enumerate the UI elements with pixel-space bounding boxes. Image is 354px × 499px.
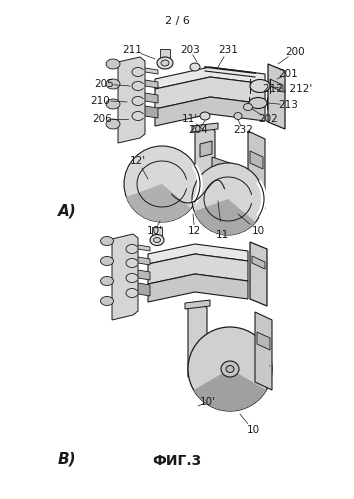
Polygon shape (155, 67, 265, 89)
Polygon shape (270, 79, 283, 92)
Wedge shape (194, 199, 256, 235)
Ellipse shape (250, 79, 270, 92)
Text: 204: 204 (188, 125, 208, 135)
Text: ФИГ.3: ФИГ.3 (152, 454, 202, 468)
Polygon shape (188, 303, 207, 377)
Ellipse shape (244, 103, 252, 110)
Ellipse shape (101, 296, 114, 305)
Polygon shape (118, 57, 145, 143)
Polygon shape (248, 131, 265, 209)
Text: 231: 231 (218, 45, 238, 55)
Text: 10: 10 (246, 425, 259, 435)
Text: 205: 205 (94, 79, 114, 89)
Text: 10: 10 (251, 226, 264, 236)
Polygon shape (155, 77, 265, 109)
Ellipse shape (200, 112, 210, 120)
Polygon shape (130, 93, 158, 104)
Polygon shape (250, 242, 267, 306)
Ellipse shape (249, 97, 267, 108)
Ellipse shape (106, 99, 120, 109)
Polygon shape (192, 123, 218, 132)
Text: 2 / 6: 2 / 6 (165, 16, 189, 26)
Text: 11': 11' (182, 114, 198, 124)
Text: 232: 232 (233, 125, 253, 135)
Ellipse shape (161, 60, 169, 66)
Polygon shape (148, 274, 248, 302)
Text: 201: 201 (278, 69, 298, 79)
Circle shape (188, 327, 272, 411)
Text: 10': 10' (147, 226, 163, 236)
Text: 200: 200 (285, 47, 305, 57)
Polygon shape (252, 256, 265, 269)
Text: 211: 211 (122, 45, 142, 55)
Ellipse shape (106, 119, 120, 129)
Polygon shape (130, 80, 158, 89)
Ellipse shape (101, 276, 114, 285)
Text: 12: 12 (187, 226, 201, 236)
Polygon shape (205, 336, 245, 359)
Polygon shape (152, 227, 162, 240)
Polygon shape (130, 68, 158, 75)
Polygon shape (200, 141, 212, 157)
Polygon shape (195, 126, 215, 205)
Text: 202: 202 (258, 114, 278, 124)
Polygon shape (130, 106, 158, 119)
Ellipse shape (106, 79, 120, 89)
Circle shape (124, 146, 200, 222)
Polygon shape (160, 49, 170, 63)
Wedge shape (194, 369, 266, 411)
Polygon shape (148, 244, 248, 264)
Ellipse shape (154, 238, 160, 243)
Polygon shape (268, 64, 285, 129)
Ellipse shape (157, 57, 173, 69)
Text: А): А) (58, 204, 77, 219)
Polygon shape (250, 151, 263, 169)
Text: 213: 213 (278, 100, 298, 110)
Text: 11: 11 (215, 230, 229, 240)
Polygon shape (148, 254, 248, 284)
Wedge shape (126, 184, 191, 222)
Ellipse shape (190, 63, 200, 71)
Polygon shape (255, 312, 272, 390)
Polygon shape (124, 245, 150, 252)
Polygon shape (124, 283, 150, 297)
Text: В): В) (58, 452, 76, 467)
Polygon shape (212, 157, 248, 179)
Polygon shape (124, 257, 150, 266)
Polygon shape (112, 234, 138, 320)
Polygon shape (257, 332, 270, 350)
Text: 206: 206 (92, 114, 112, 124)
Ellipse shape (221, 361, 239, 377)
Polygon shape (185, 300, 210, 309)
Text: 12': 12' (130, 156, 146, 166)
Ellipse shape (101, 237, 114, 246)
Ellipse shape (101, 256, 114, 265)
Polygon shape (124, 270, 150, 281)
Circle shape (192, 163, 264, 235)
Text: 210: 210 (90, 96, 110, 106)
Text: 203: 203 (180, 45, 200, 55)
Text: 10': 10' (200, 397, 216, 407)
Polygon shape (155, 97, 265, 126)
Text: 212, 212': 212, 212' (263, 84, 313, 94)
Ellipse shape (226, 365, 234, 372)
Ellipse shape (234, 112, 242, 119)
Ellipse shape (150, 235, 164, 246)
Ellipse shape (106, 59, 120, 69)
